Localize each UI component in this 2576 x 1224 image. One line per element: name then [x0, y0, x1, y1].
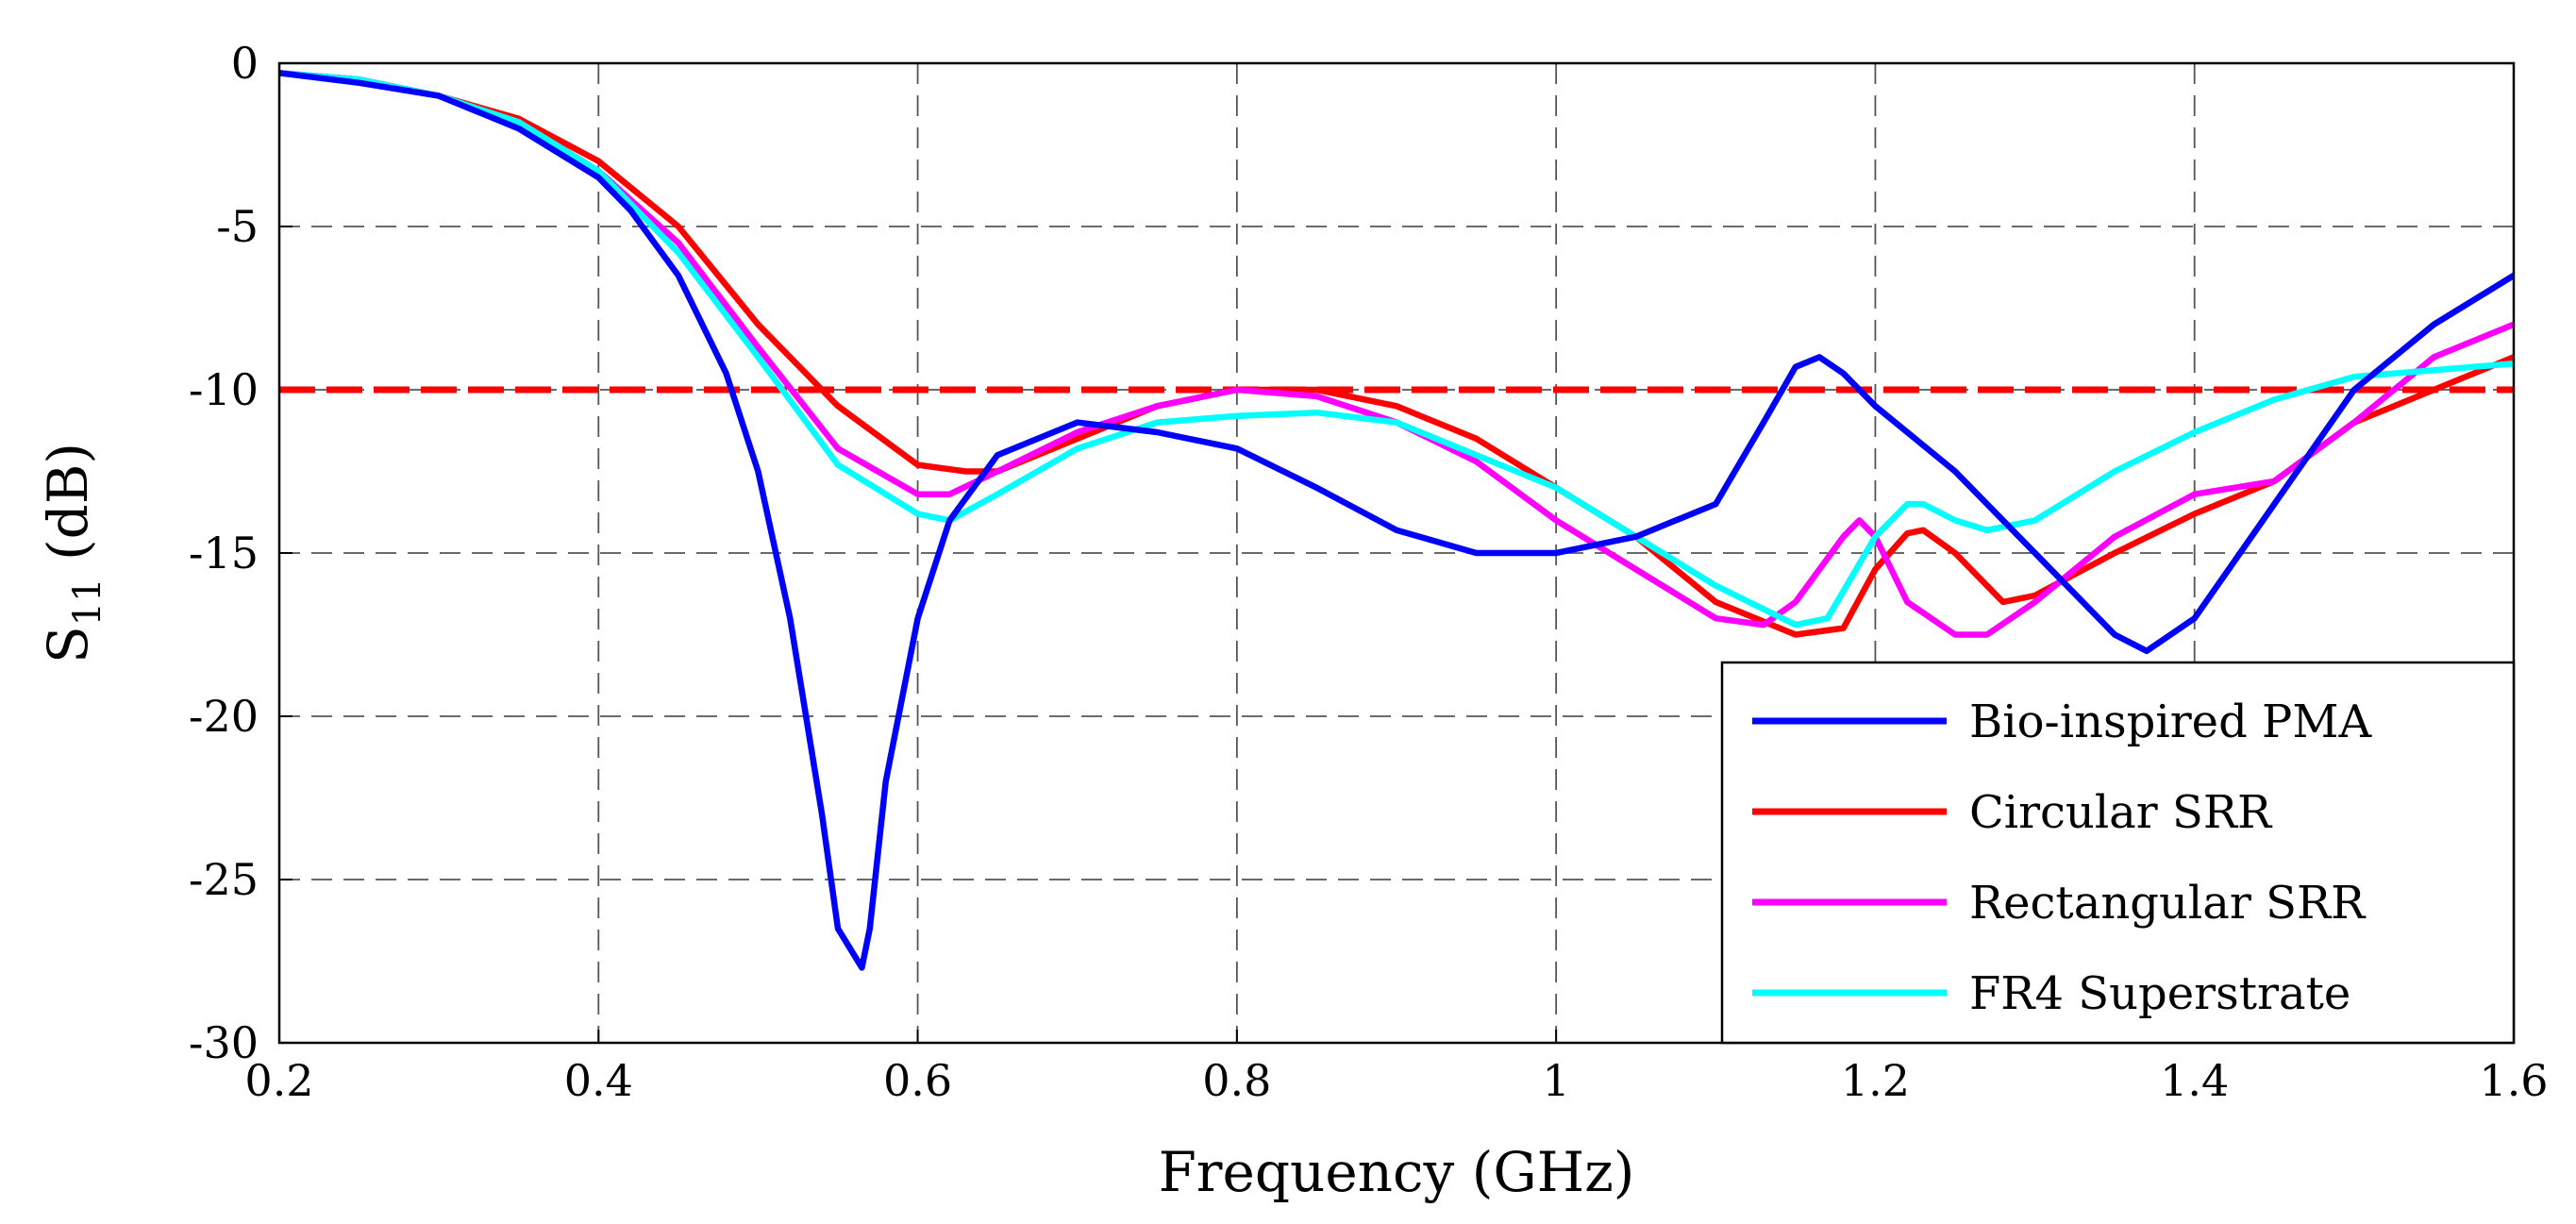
x-tick-label: 1.6 [2479, 1055, 2548, 1106]
y-axis-title-subscript: 11 [66, 578, 109, 626]
series-line-1 [279, 70, 2514, 638]
y-tick-label: -20 [189, 691, 259, 742]
legend-label-3: FR4 Superstrate [1969, 967, 2350, 1020]
y-axis-title-suffix: (dB) [36, 443, 100, 578]
y-axis-title-base: S [36, 626, 100, 663]
x-axis-title: Frequency (GHz) [1159, 1140, 1635, 1204]
legend-label-2: Rectangular SRR [1969, 877, 2367, 930]
x-tick-label: 0.6 [883, 1055, 952, 1106]
y-tick-label: -30 [189, 1017, 259, 1068]
y-tick-label: -5 [216, 201, 259, 252]
legend-box [1720, 661, 2516, 1045]
series-line-2 [279, 70, 2514, 638]
y-tick-label: 0 [231, 38, 259, 89]
legend: Bio-inspired PMA Circular SRR Rectangular … [1720, 661, 2516, 1045]
series-line-3 [279, 70, 2514, 629]
legend-label-0: Bio-inspired PMA [1969, 696, 2373, 748]
x-tick-label: 0.8 [1202, 1055, 1271, 1106]
x-tick-label: 1.2 [1841, 1055, 1910, 1106]
y-tick-label: -25 [189, 854, 259, 905]
y-tick-label: -10 [189, 364, 259, 415]
x-tick-label: 0.2 [244, 1055, 313, 1106]
x-tick-label: 1.4 [2160, 1055, 2229, 1106]
y-axis-title: S11 (dB) [36, 443, 109, 663]
legend-label-1: Circular SRR [1969, 786, 2273, 839]
series-layer [279, 70, 2514, 971]
x-tick-label: 1 [1543, 1055, 1570, 1106]
x-tick-label: 0.4 [564, 1055, 633, 1106]
series-line-0 [279, 70, 2514, 971]
y-tick-labels: 0 -5 -10 -15 -20 -25 -30 [189, 38, 259, 1068]
plot-frame [277, 61, 2516, 1045]
y-tick-label: -15 [189, 528, 259, 578]
x-tick-labels: 0.2 0.4 0.6 0.8 1 1.2 1.4 1.6 [244, 1055, 2548, 1106]
